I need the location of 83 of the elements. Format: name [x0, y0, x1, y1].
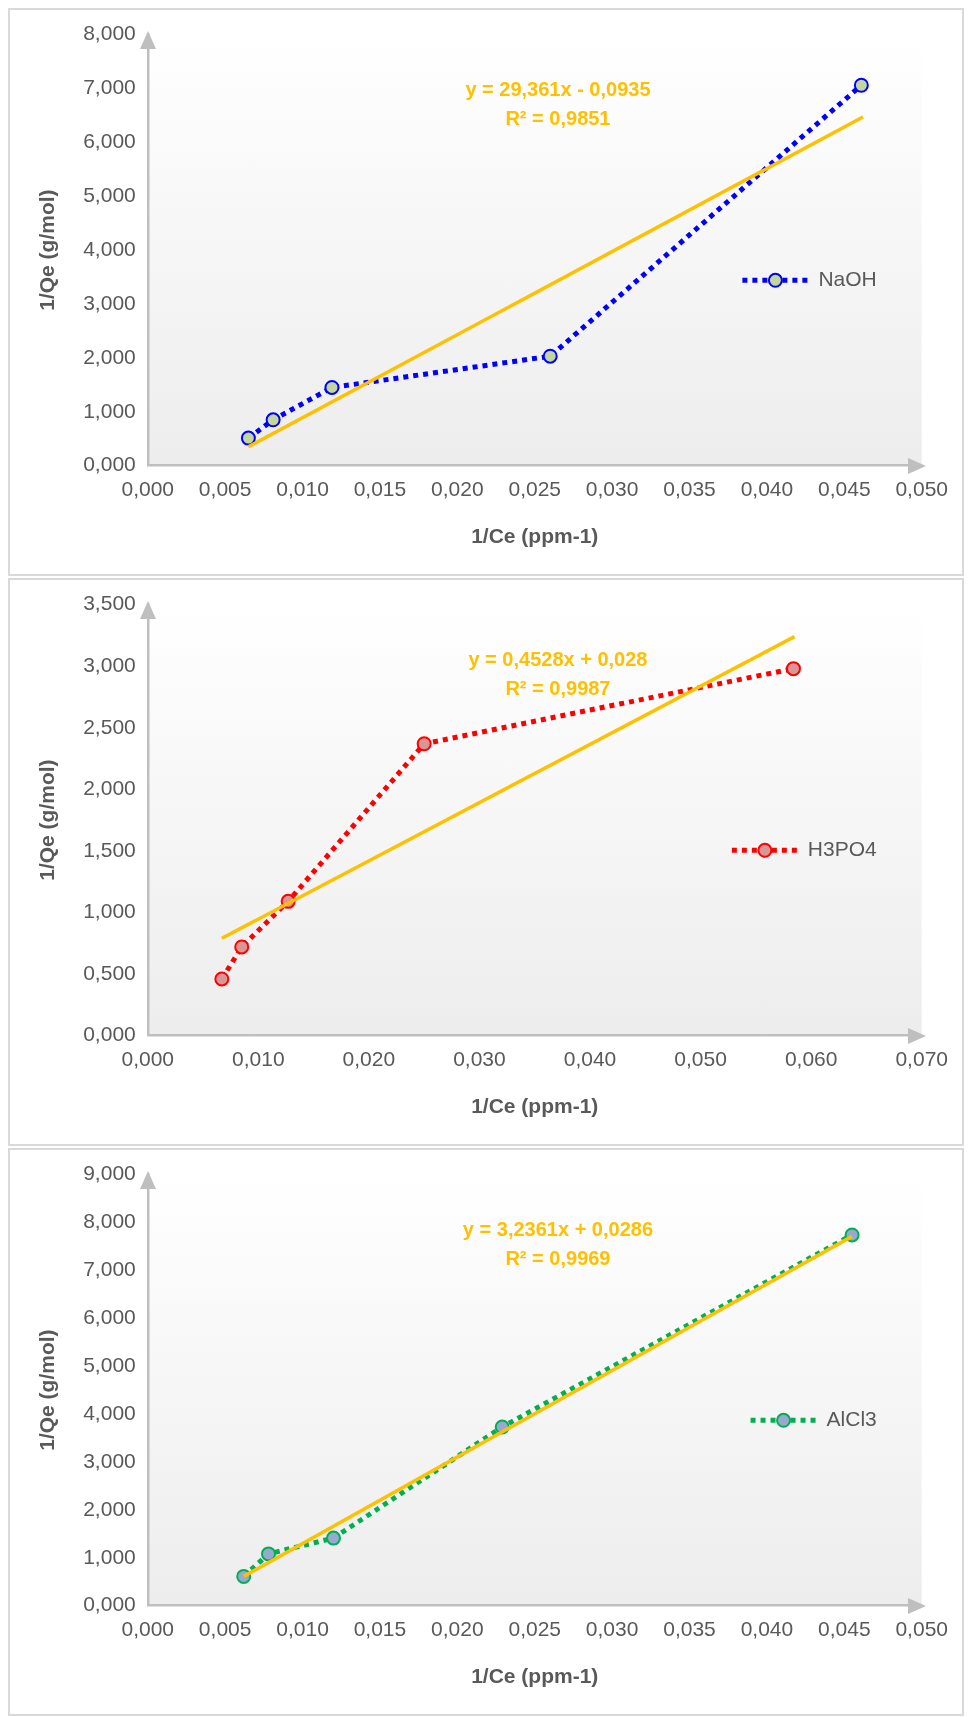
y-tick-label: 0,500	[83, 960, 136, 984]
point	[416, 736, 432, 752]
y-tick-label: 2,000	[83, 776, 136, 800]
y-tick-label: 3,500	[83, 591, 136, 615]
x-tick-label: 0,010	[276, 1617, 329, 1640]
point	[785, 661, 801, 677]
point	[542, 348, 558, 364]
legend-label: NaOH	[818, 267, 877, 291]
y-tick-label: 2,000	[83, 344, 136, 368]
y-axis-title: 1/Qe (g/mol)	[35, 759, 59, 881]
y-tick-label: 1,500	[83, 837, 136, 861]
y-tick-label: 9,000	[83, 1161, 136, 1185]
x-tick-label: 0,070	[895, 1047, 949, 1070]
x-tick-label: 0,040	[740, 477, 794, 500]
x-axis-title: 1/Ce (ppm-1)	[471, 1094, 599, 1118]
x-tick-label: 0,050	[895, 477, 949, 500]
x-tick-label: 0,015	[353, 477, 407, 500]
x-tick-label: 0,015	[353, 1617, 407, 1640]
point	[265, 412, 281, 428]
x-tick-label: 0,025	[508, 1617, 562, 1640]
x-tick-label: 0,020	[342, 1047, 396, 1070]
x-tick-label: 0,020	[431, 1617, 484, 1640]
point	[324, 379, 340, 395]
x-tick-label: 0,040	[740, 1617, 794, 1640]
annotation: y = 3,2361x + 0,0286	[462, 1218, 654, 1241]
y-tick-label: 4,000	[83, 236, 136, 260]
x-tick-label: 0,050	[895, 1617, 949, 1640]
y-tick-label: 8,000	[83, 1209, 136, 1233]
point	[853, 77, 869, 93]
y-tick-label: 2,000	[83, 1496, 136, 1520]
x-tick-label: 0,000	[121, 1047, 175, 1070]
x-axis-title: 1/Ce (ppm-1)	[471, 524, 599, 548]
x-tick-label: 0,005	[198, 1617, 252, 1640]
annotation: y = 29,361x - 0,0935	[465, 78, 651, 101]
x-tick-label: 0,010	[232, 1047, 285, 1070]
x-tick-label: 0,000	[121, 1617, 175, 1640]
y-tick-label: 3,000	[83, 1448, 136, 1472]
y-tick-label: 1,000	[83, 899, 136, 923]
y-tick-label: 2,500	[83, 714, 136, 738]
y-tick-label: 1,000	[83, 1544, 136, 1568]
x-tick-label: 0,045	[818, 1617, 871, 1640]
y-tick-label: 0,000	[83, 1022, 136, 1046]
x-tick-label: 0,030	[585, 1617, 639, 1640]
y-tick-label: 6,000	[83, 129, 136, 153]
x-tick-label: 0,010	[276, 477, 329, 500]
point	[260, 1546, 276, 1562]
x-tick-label: 0,040	[563, 1047, 617, 1070]
x-tick-label: 0,030	[453, 1047, 506, 1070]
point	[214, 971, 230, 987]
annotation: R² = 0,9851	[505, 107, 611, 130]
y-tick-label: 3,000	[83, 290, 136, 314]
y-axis-title: 1/Qe (g/mol)	[35, 189, 59, 311]
x-tick-label: 0,020	[431, 477, 484, 500]
point	[326, 1530, 342, 1546]
x-tick-label: 0,035	[663, 1617, 716, 1640]
y-tick-label: 3,000	[83, 652, 136, 676]
y-tick-label: 5,000	[83, 183, 136, 207]
y-tick-label: 0,000	[83, 452, 136, 476]
x-tick-label: 0,060	[784, 1047, 838, 1070]
y-tick-label: 1,000	[83, 398, 136, 422]
point	[234, 939, 250, 955]
annotation: R² = 0,9969	[505, 1247, 611, 1270]
legend-label: H3PO4	[807, 837, 878, 861]
legend-label: AlCl3	[826, 1407, 877, 1431]
x-tick-label: 0,005	[198, 477, 252, 500]
y-tick-label: 6,000	[83, 1305, 136, 1329]
x-tick-label: 0,045	[818, 477, 871, 500]
y-tick-label: 4,000	[83, 1400, 136, 1424]
x-tick-label: 0,025	[508, 477, 562, 500]
x-axis-title: 1/Ce (ppm-1)	[471, 1664, 599, 1688]
y-axis-title: 1/Qe (g/mol)	[35, 1329, 59, 1451]
x-tick-label: 0,030	[585, 477, 639, 500]
y-tick-label: 7,000	[83, 1257, 136, 1281]
y-tick-label: 7,000	[83, 75, 136, 99]
annotation: R² = 0,9987	[505, 677, 611, 700]
x-tick-label: 0,035	[663, 477, 716, 500]
x-tick-label: 0,050	[674, 1047, 727, 1070]
y-tick-label: 8,000	[83, 21, 136, 45]
point	[240, 430, 256, 446]
y-tick-label: 5,000	[83, 1352, 136, 1376]
y-tick-label: 0,000	[83, 1592, 136, 1616]
annotation: y = 0,4528x + 0,028	[468, 648, 648, 671]
x-tick-label: 0,000	[121, 477, 175, 500]
